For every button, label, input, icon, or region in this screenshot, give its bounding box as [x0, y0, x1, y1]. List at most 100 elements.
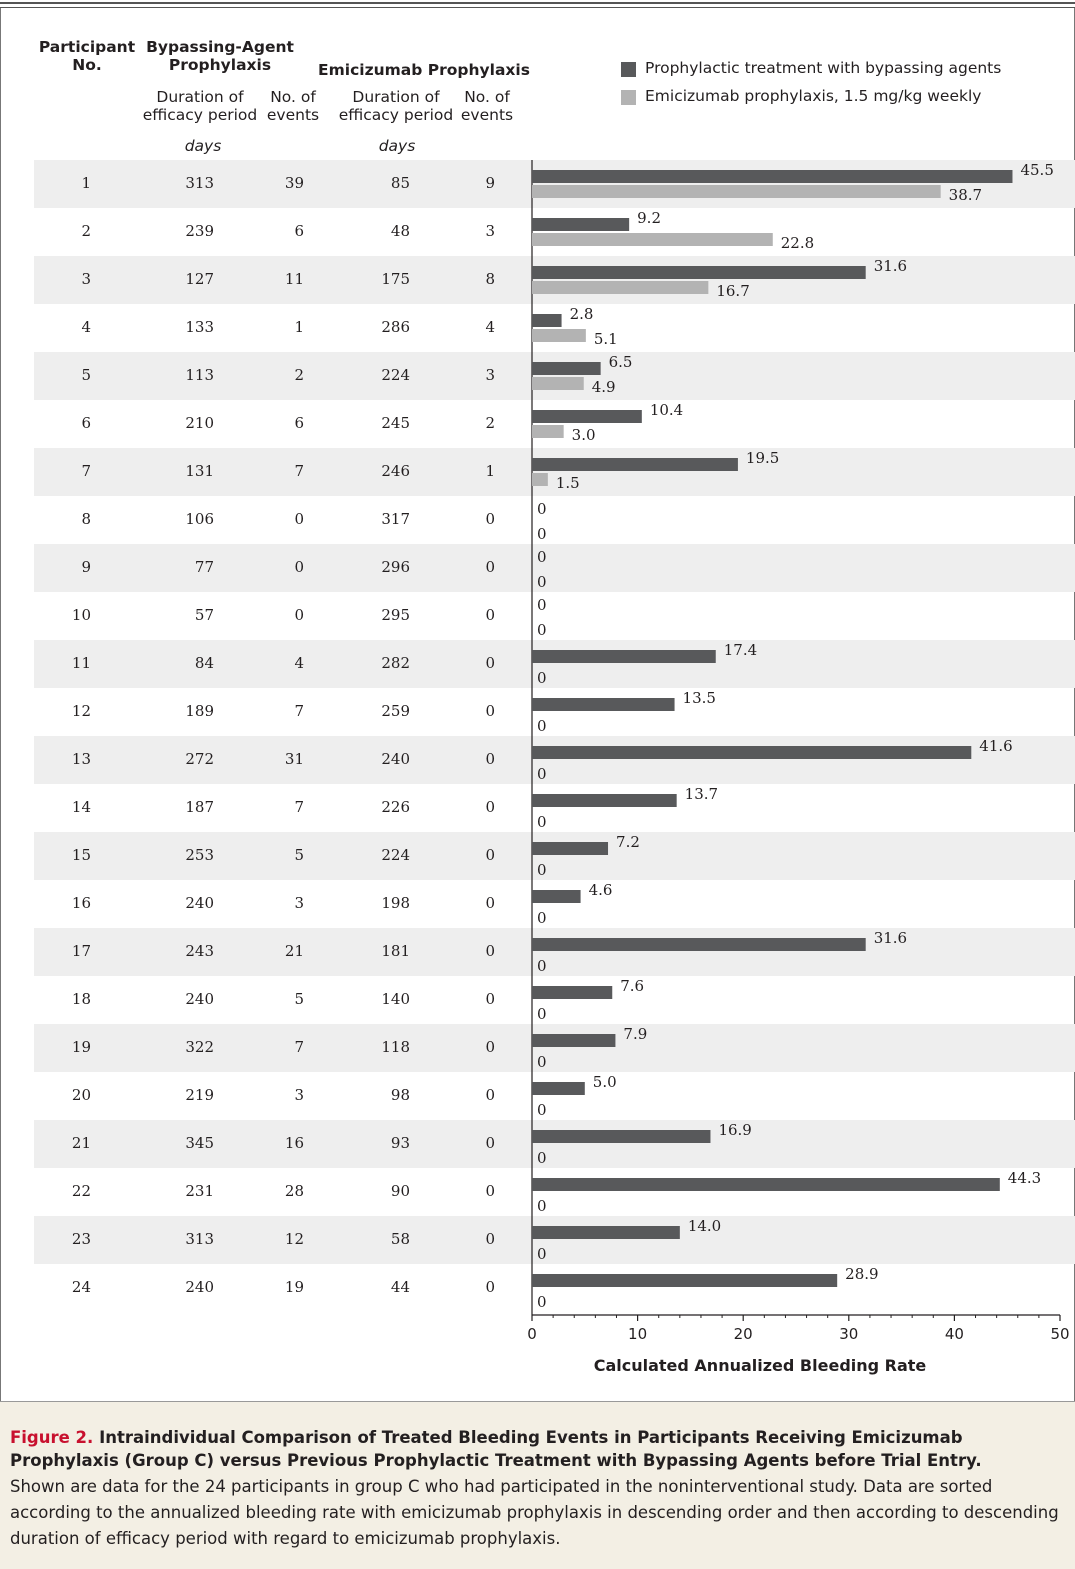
cell-em-duration: 286	[381, 318, 410, 336]
cell-em-events: 0	[485, 750, 495, 768]
cell-em-duration: 140	[381, 990, 410, 1008]
header-em-events: No. of events	[456, 88, 518, 124]
table-row: 21 345 16 93 0	[34, 1120, 1075, 1168]
cell-bp-duration: 272	[185, 750, 214, 768]
table-row: 3 127 11 175 8	[34, 256, 1075, 304]
cell-bp-duration: 313	[185, 174, 214, 192]
cell-bp-events: 0	[294, 558, 304, 576]
table-row: 17 243 21 181 0	[34, 928, 1075, 976]
cell-bp-events: 31	[284, 750, 304, 768]
header-em-events-line1: No. of	[464, 88, 510, 106]
legend-swatch-bypassing	[621, 62, 636, 77]
cell-em-events: 0	[485, 894, 495, 912]
table-row: 1 313 39 85 9	[34, 160, 1075, 208]
cell-em-duration: 118	[381, 1038, 410, 1056]
cell-em-events: 1	[485, 462, 495, 480]
cell-em-events: 0	[485, 606, 495, 624]
cell-participant-no: 11	[71, 654, 91, 672]
cell-em-duration: 44	[390, 1278, 410, 1296]
table-row: 15 253 5 224 0	[34, 832, 1075, 880]
cell-em-duration: 224	[381, 846, 410, 864]
cell-em-duration: 296	[381, 558, 410, 576]
cell-bp-duration: 210	[185, 414, 214, 432]
cell-em-duration: 226	[381, 798, 410, 816]
table-row: 19 322 7 118 0	[34, 1024, 1075, 1072]
header-bp-events-line2: events	[266, 106, 320, 124]
legend-label-emicizumab: Emicizumab prophylaxis, 1.5 mg/kg weekly	[645, 87, 982, 105]
cell-participant-no: 7	[81, 462, 91, 480]
cell-bp-events: 5	[294, 846, 304, 864]
cell-participant-no: 16	[71, 894, 91, 912]
cell-bp-duration: 113	[185, 366, 214, 384]
cell-bp-events: 28	[284, 1182, 304, 1200]
cell-bp-events: 1	[294, 318, 304, 336]
header-bp-events-line1: No. of	[270, 88, 316, 106]
cell-participant-no: 14	[71, 798, 91, 816]
cell-participant-no: 6	[81, 414, 91, 432]
cell-em-duration: 240	[381, 750, 410, 768]
cell-bp-duration: 77	[194, 558, 214, 576]
top-rule-thin	[0, 7, 1075, 8]
cell-bp-duration: 219	[185, 1086, 214, 1104]
cell-participant-no: 17	[71, 942, 91, 960]
cell-em-duration: 85	[390, 174, 410, 192]
cell-bp-duration: 57	[194, 606, 214, 624]
header-bp-duration-line2: efficacy period	[142, 106, 258, 124]
cell-participant-no: 12	[71, 702, 91, 720]
table-row: 13 272 31 240 0	[34, 736, 1075, 784]
caption-title-text: Intraindividual Comparison of Treated Bl…	[10, 1428, 982, 1470]
cell-em-duration: 175	[381, 270, 410, 288]
header-bypassing-line1: Bypassing-Agent	[146, 38, 294, 56]
cell-em-duration: 259	[381, 702, 410, 720]
cell-bp-duration: 240	[185, 990, 214, 1008]
cell-em-duration: 98	[390, 1086, 410, 1104]
cell-bp-events: 7	[294, 702, 304, 720]
table-row: 20 219 3 98 0	[34, 1072, 1075, 1120]
cell-bp-duration: 133	[185, 318, 214, 336]
table-row: 5 113 2 224 3	[34, 352, 1075, 400]
cell-participant-no: 13	[71, 750, 91, 768]
cell-bp-events: 16	[284, 1134, 304, 1152]
cell-em-duration: 282	[381, 654, 410, 672]
cell-participant-no: 15	[71, 846, 91, 864]
cell-bp-duration: 106	[185, 510, 214, 528]
cell-bp-events: 7	[294, 462, 304, 480]
caption-title: Figure 2. Intraindividual Comparison of …	[10, 1426, 1068, 1472]
cell-bp-events: 7	[294, 1038, 304, 1056]
header-em-days-unit: days	[378, 137, 416, 155]
cell-bp-duration: 84	[194, 654, 214, 672]
cell-participant-no: 3	[81, 270, 91, 288]
header-bp-events: No. of events	[262, 88, 324, 124]
cell-bp-events: 4	[294, 654, 304, 672]
cell-em-events: 0	[485, 798, 495, 816]
cell-em-events: 8	[485, 270, 495, 288]
cell-em-events: 0	[485, 1182, 495, 1200]
header-participant-line1: Participant	[38, 38, 136, 56]
cell-bp-duration: 322	[185, 1038, 214, 1056]
header-em-duration-line1: Duration of	[352, 88, 440, 106]
caption-body: Shown are data for the 24 participants i…	[10, 1477, 1059, 1548]
cell-em-duration: 246	[381, 462, 410, 480]
cell-em-events: 0	[485, 510, 495, 528]
cell-bp-duration: 127	[185, 270, 214, 288]
cell-bp-duration: 243	[185, 942, 214, 960]
table-row: 24 240 19 44 0	[34, 1264, 1075, 1312]
header-bypassing-group: Bypassing-Agent Prophylaxis	[130, 38, 310, 74]
cell-bp-duration: 189	[185, 702, 214, 720]
legend-label-bypassing: Prophylactic treatment with bypassing ag…	[645, 59, 1002, 77]
cell-em-events: 3	[485, 366, 495, 384]
cell-em-duration: 295	[381, 606, 410, 624]
cell-em-duration: 224	[381, 366, 410, 384]
table-row: 4 133 1 286 4	[34, 304, 1075, 352]
cell-em-events: 2	[485, 414, 495, 432]
table-row: 11 84 4 282 0	[34, 640, 1075, 688]
cell-em-duration: 90	[390, 1182, 410, 1200]
table-row: 9 77 0 296 0	[34, 544, 1075, 592]
cell-em-events: 0	[485, 1278, 495, 1296]
cell-participant-no: 23	[71, 1230, 91, 1248]
header-em-duration: Duration of efficacy period	[334, 88, 458, 124]
table-row: 22 231 28 90 0	[34, 1168, 1075, 1216]
header-em-events-line2: events	[460, 106, 514, 124]
header-bypassing-line2: Prophylaxis	[168, 56, 272, 74]
cell-em-duration: 48	[390, 222, 410, 240]
